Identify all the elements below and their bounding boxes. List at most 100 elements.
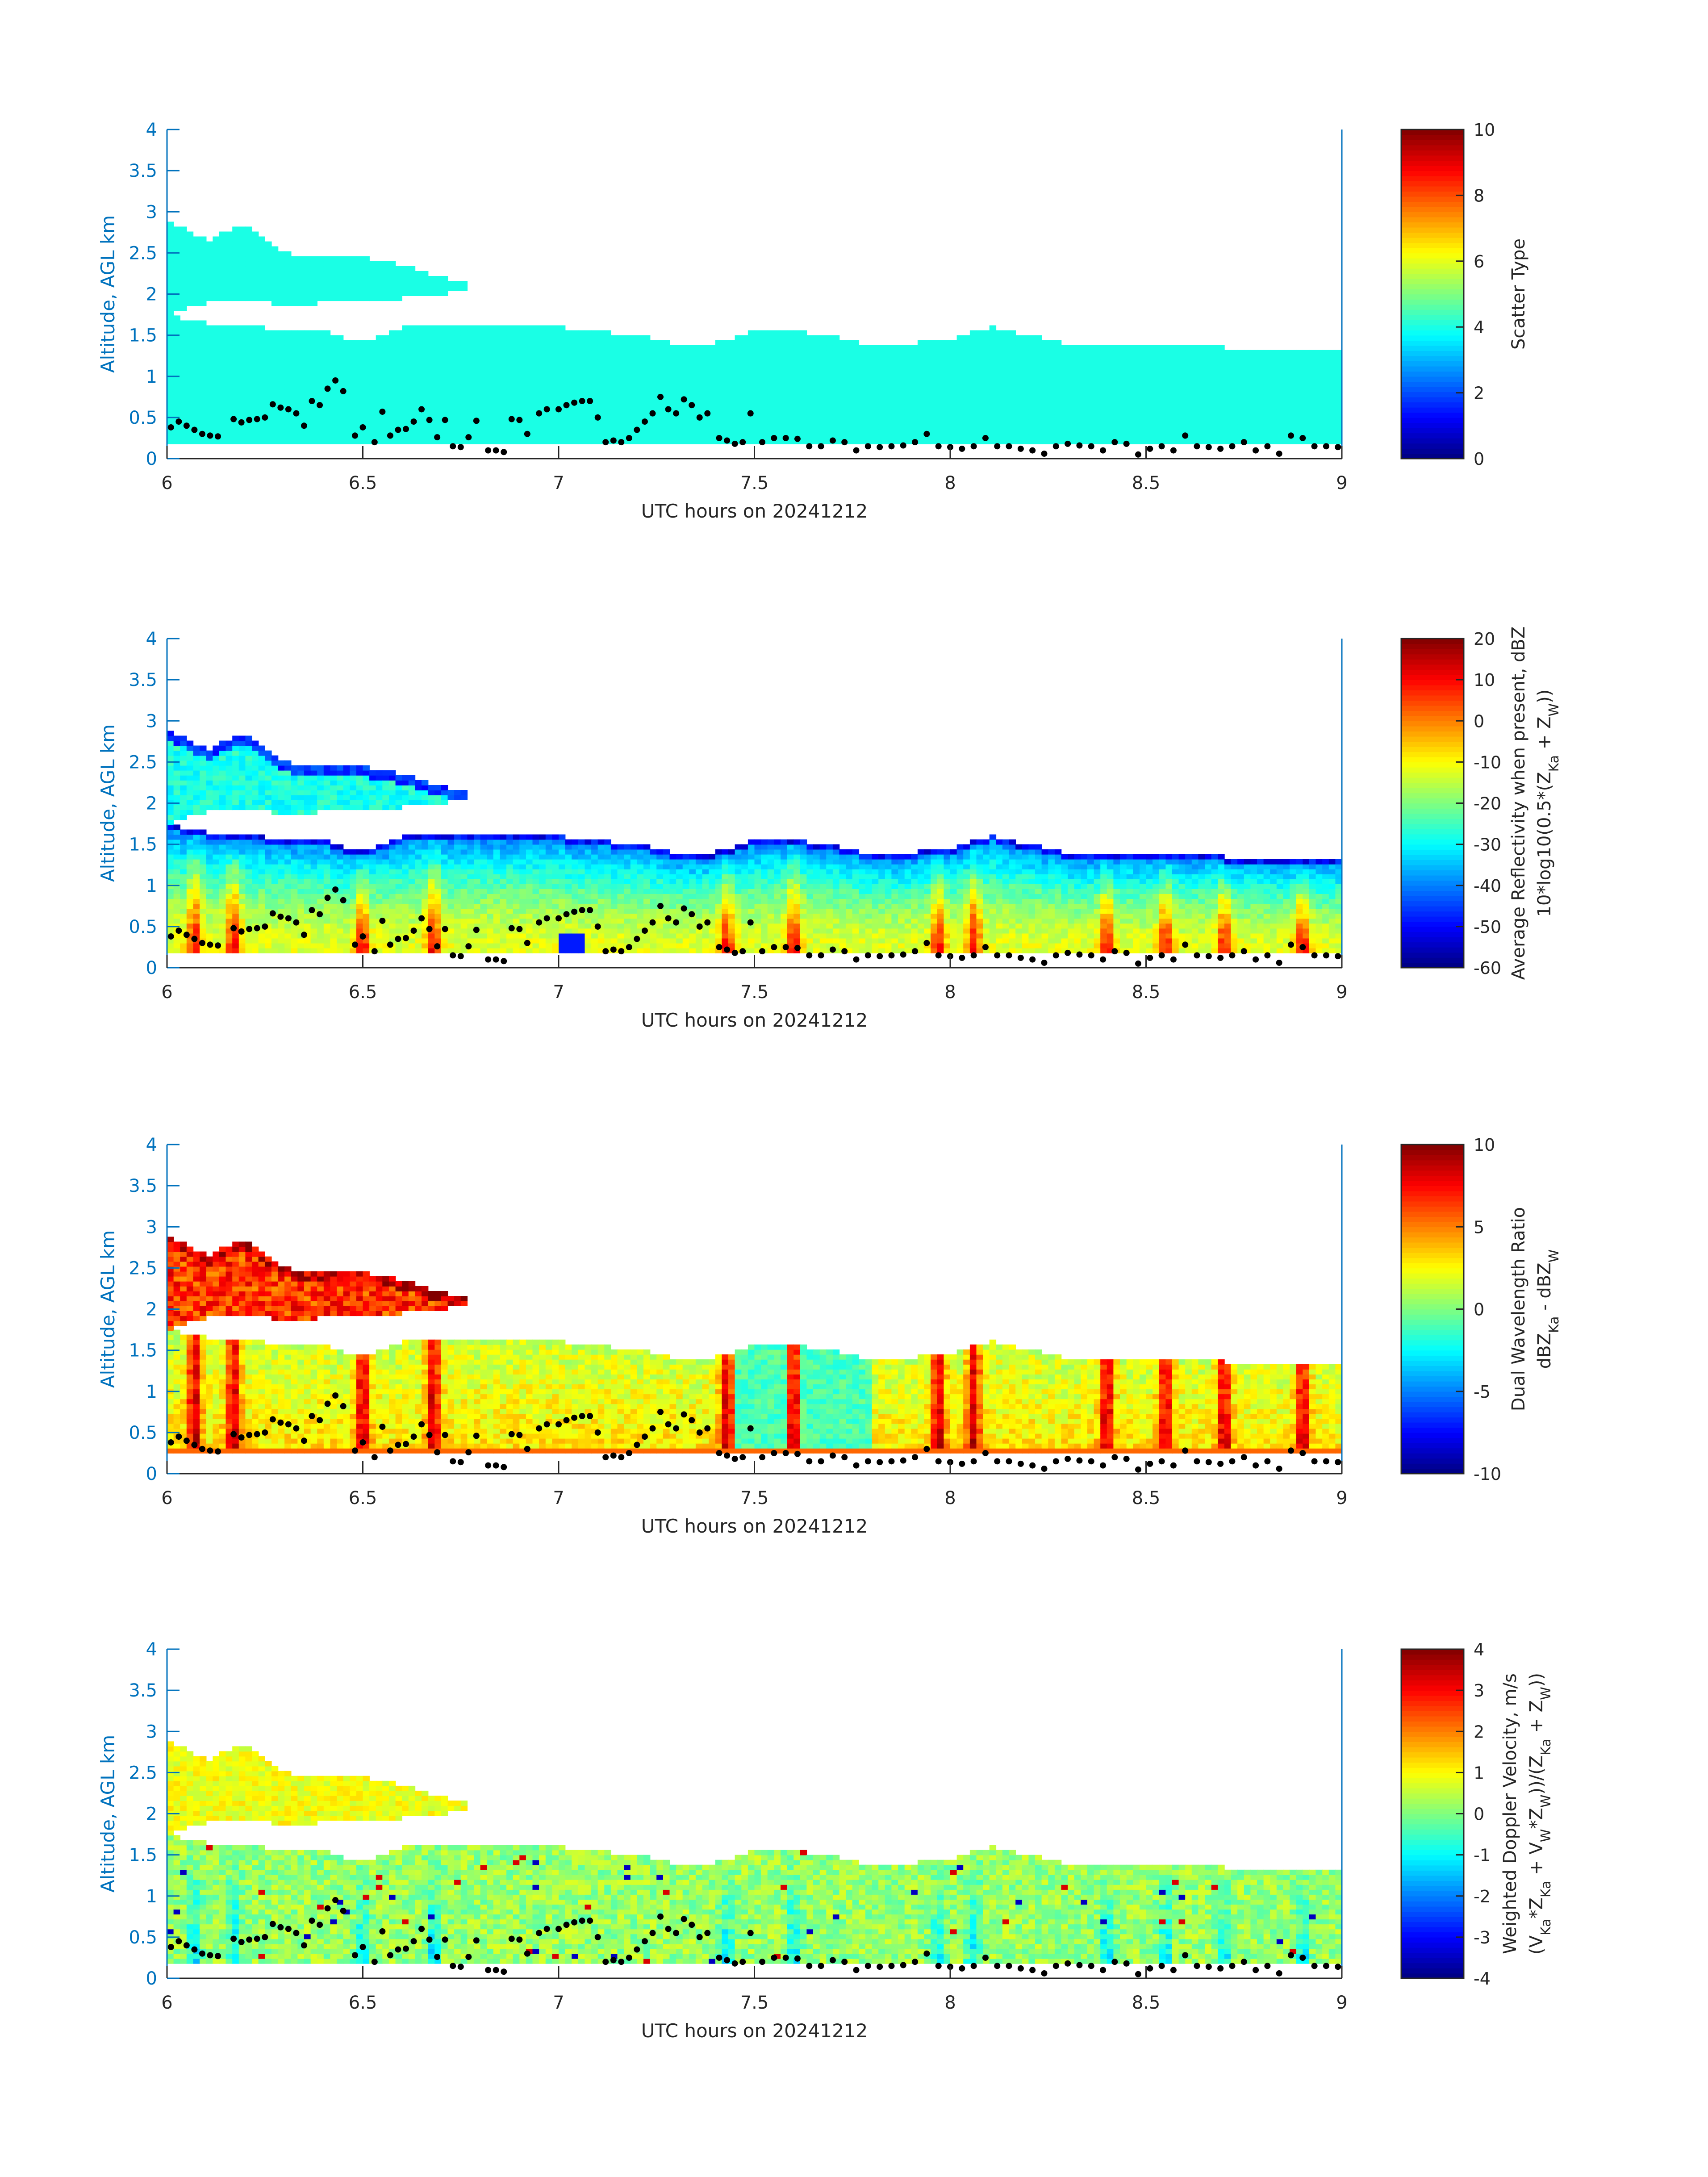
- heatmap-cell: [1054, 380, 1062, 385]
- heatmap-cell: [774, 419, 781, 425]
- heatmap-cell: [781, 439, 788, 444]
- heatmap-cell: [956, 429, 964, 435]
- heatmap-cell: [434, 340, 442, 346]
- heatmap-cell: [1107, 370, 1114, 375]
- heatmap-cell: [252, 355, 259, 360]
- heatmap-cell: [1159, 355, 1166, 360]
- heatmap-cell: [656, 340, 664, 346]
- heatmap-cell: [180, 276, 187, 281]
- heatmap-cell: [226, 359, 233, 365]
- heatmap-cell: [682, 375, 690, 380]
- heatmap-cell: [754, 330, 761, 336]
- heatmap-cell: [1205, 375, 1212, 380]
- heatmap-cell: [1211, 414, 1219, 420]
- heatmap-cell: [552, 414, 559, 420]
- heatmap-cell: [669, 409, 677, 415]
- heatmap-cell: [232, 330, 239, 336]
- heatmap-cell: [826, 434, 833, 439]
- heatmap-cell: [434, 429, 442, 435]
- heatmap-cell: [337, 281, 344, 286]
- heatmap-cell: [343, 359, 350, 365]
- heatmap-cell: [265, 246, 272, 252]
- heatmap-cell: [200, 894, 207, 899]
- heatmap-cell: [428, 394, 435, 400]
- heatmap-cell: [565, 384, 572, 390]
- heatmap-cell: [1015, 434, 1023, 439]
- heatmap-cell: [950, 340, 957, 346]
- heatmap-cell: [474, 424, 481, 430]
- heatmap-cell: [722, 394, 729, 400]
- heatmap-cell: [630, 439, 638, 444]
- heatmap-cell: [1094, 350, 1101, 355]
- heatmap-cell: [173, 780, 180, 786]
- heatmap-cell: [513, 375, 520, 380]
- heatmap-cell: [350, 271, 357, 276]
- heatmap-cell: [1022, 399, 1029, 405]
- heatmap-cell: [441, 439, 448, 444]
- heatmap-cell: [656, 350, 664, 355]
- heatmap-cell: [310, 266, 317, 272]
- heatmap-cell: [617, 389, 624, 395]
- heatmap-cell: [859, 439, 866, 444]
- heatmap-cell: [904, 434, 912, 439]
- heatmap-cell: [813, 424, 820, 430]
- heatmap-cell: [428, 434, 435, 439]
- heatmap-cell: [545, 355, 553, 360]
- heatmap-cell: [1159, 370, 1166, 375]
- heatmap-cell: [656, 384, 664, 390]
- heatmap-cell: [422, 389, 429, 395]
- heatmap-cell: [434, 389, 442, 395]
- heatmap-cell: [245, 246, 252, 252]
- heatmap-cell: [226, 933, 233, 939]
- heatmap-cell: [728, 389, 735, 395]
- heatmap-cell: [1126, 365, 1134, 370]
- heatmap-cell: [415, 414, 422, 420]
- heatmap-cell: [761, 389, 768, 395]
- cloud-base-dot: [293, 410, 300, 417]
- heatmap-cell: [702, 375, 709, 380]
- heatmap-cell: [572, 384, 579, 390]
- heatmap-cell: [1041, 409, 1048, 415]
- heatmap-cell: [1133, 409, 1140, 415]
- heatmap-cell: [774, 380, 781, 385]
- heatmap-cell: [480, 375, 487, 380]
- heatmap-cell: [180, 370, 187, 375]
- heatmap-cell: [1061, 399, 1068, 405]
- heatmap-cell: [917, 355, 925, 360]
- heatmap-cell: [252, 296, 259, 301]
- heatmap-cell: [852, 345, 860, 351]
- heatmap-cell: [291, 340, 298, 346]
- heatmap-cell: [637, 424, 644, 430]
- heatmap-cell: [1009, 370, 1016, 375]
- heatmap-cell: [1107, 439, 1114, 444]
- heatmap-cell: [1153, 365, 1160, 370]
- heatmap-cell: [1276, 424, 1284, 430]
- heatmap-cell: [1107, 389, 1114, 395]
- heatmap-cell: [1231, 399, 1238, 405]
- heatmap-cell: [963, 380, 970, 385]
- heatmap-cell: [1002, 414, 1010, 420]
- heatmap-cell: [604, 399, 611, 405]
- heatmap-cell: [167, 839, 174, 845]
- heatmap-cell: [813, 350, 820, 355]
- heatmap-cell: [532, 404, 539, 410]
- heatmap-cell: [382, 384, 389, 390]
- heatmap-cell: [1237, 409, 1244, 415]
- heatmap-cell: [415, 429, 422, 435]
- heatmap-cell: [219, 800, 226, 805]
- heatmap-cell: [1022, 389, 1029, 395]
- heatmap-cell: [434, 355, 442, 360]
- heatmap-cell: [232, 251, 239, 257]
- heatmap-cell: [1231, 355, 1238, 360]
- heatmap-cell: [630, 340, 638, 346]
- heatmap-cell: [695, 359, 703, 365]
- heatmap-cell: [1094, 439, 1101, 444]
- heatmap-cell: [1231, 404, 1238, 410]
- heatmap-cell: [173, 246, 180, 252]
- heatmap-cell: [480, 424, 487, 430]
- heatmap-cell: [343, 404, 350, 410]
- heatmap-cell: [291, 350, 298, 355]
- heatmap-cell: [637, 380, 644, 385]
- heatmap-cell: [519, 429, 526, 435]
- heatmap-cell: [911, 370, 918, 375]
